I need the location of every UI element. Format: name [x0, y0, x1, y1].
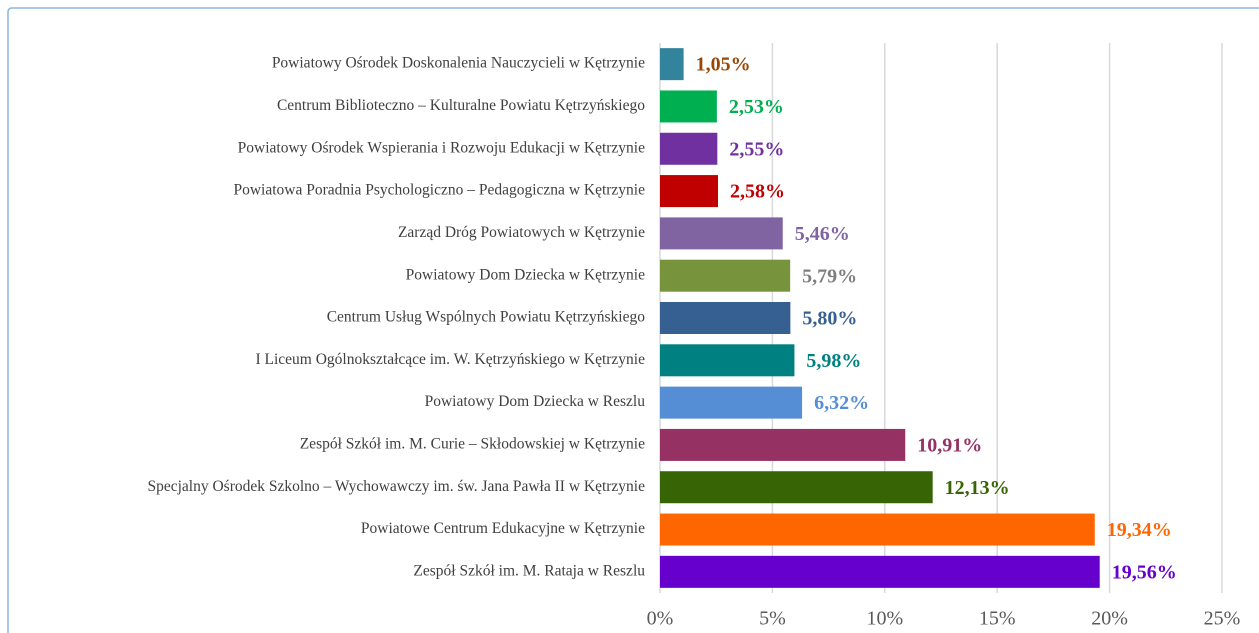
value-label: 2,53%	[729, 96, 784, 118]
y-tick-label: Powiatowy Ośrodek Doskonalenia Nauczycie…	[272, 55, 645, 72]
value-label: 5,80%	[802, 308, 857, 330]
bar	[660, 513, 1095, 546]
value-label: 6,32%	[814, 392, 869, 414]
bar	[660, 132, 718, 165]
bar	[660, 555, 1100, 588]
y-tick-label: Zespół Szkół im. M. Curie – Skłodowskiej…	[300, 435, 645, 452]
x-tick-label: 0%	[647, 608, 674, 630]
bar	[660, 259, 791, 292]
value-label: 2,55%	[729, 138, 784, 160]
bar	[660, 48, 684, 81]
y-tick-label: Powiatowy Dom Dziecka w Kętrzynie	[406, 266, 645, 283]
y-tick-label: I Liceum Ogólnokształcące im. W. Kętrzyń…	[255, 351, 645, 368]
value-label: 19,34%	[1107, 519, 1172, 541]
bar	[660, 90, 717, 123]
x-tick-label: 20%	[1091, 608, 1128, 630]
bar	[660, 217, 783, 250]
x-tick-label: 10%	[866, 608, 903, 630]
y-tick-label: Powiatowy Dom Dziecka w Reszlu	[425, 393, 646, 410]
frame	[7, 7, 1259, 633]
y-tick-label: Powiatowe Centrum Edukacyjne w Kętrzynie	[361, 520, 645, 537]
y-tick-label: Powiatowy Ośrodek Wspierania i Rozwoju E…	[238, 139, 645, 156]
y-tick-label: Zespół Szkół im. M. Rataja w Reszlu	[413, 562, 645, 579]
bar	[660, 428, 906, 461]
y-tick-label: Centrum Biblioteczno – Kulturalne Powiat…	[277, 97, 645, 114]
y-tick-label: Centrum Usług Wspólnych Powiatu Kętrzyńs…	[327, 309, 646, 326]
bar	[660, 302, 791, 334]
y-tick-label: Zarząd Dróg Powiatowych w Kętrzynie	[398, 224, 645, 241]
value-label: 1,05%	[696, 54, 751, 76]
x-tick-label: 25%	[1204, 608, 1241, 630]
bar	[660, 175, 718, 208]
value-label: 19,56%	[1112, 561, 1177, 583]
bar	[660, 344, 795, 377]
value-label: 5,46%	[795, 223, 850, 245]
value-label: 12,13%	[945, 477, 1010, 499]
value-label: 10,91%	[917, 435, 982, 457]
y-tick-label: Powiatowa Poradnia Psychologiczno – Peda…	[233, 182, 645, 199]
value-label: 2,58%	[730, 181, 785, 203]
value-label: 5,98%	[806, 350, 861, 372]
x-tick-label: 15%	[979, 608, 1016, 630]
value-label: 5,79%	[802, 265, 857, 287]
bar	[660, 471, 933, 504]
y-tick-label: Specjalny Ośrodek Szkolno – Wychowawczy …	[147, 478, 645, 495]
bar	[660, 386, 803, 419]
x-tick-label: 5%	[759, 608, 786, 630]
